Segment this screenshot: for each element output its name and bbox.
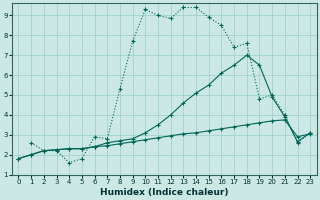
X-axis label: Humidex (Indice chaleur): Humidex (Indice chaleur)	[100, 188, 228, 197]
